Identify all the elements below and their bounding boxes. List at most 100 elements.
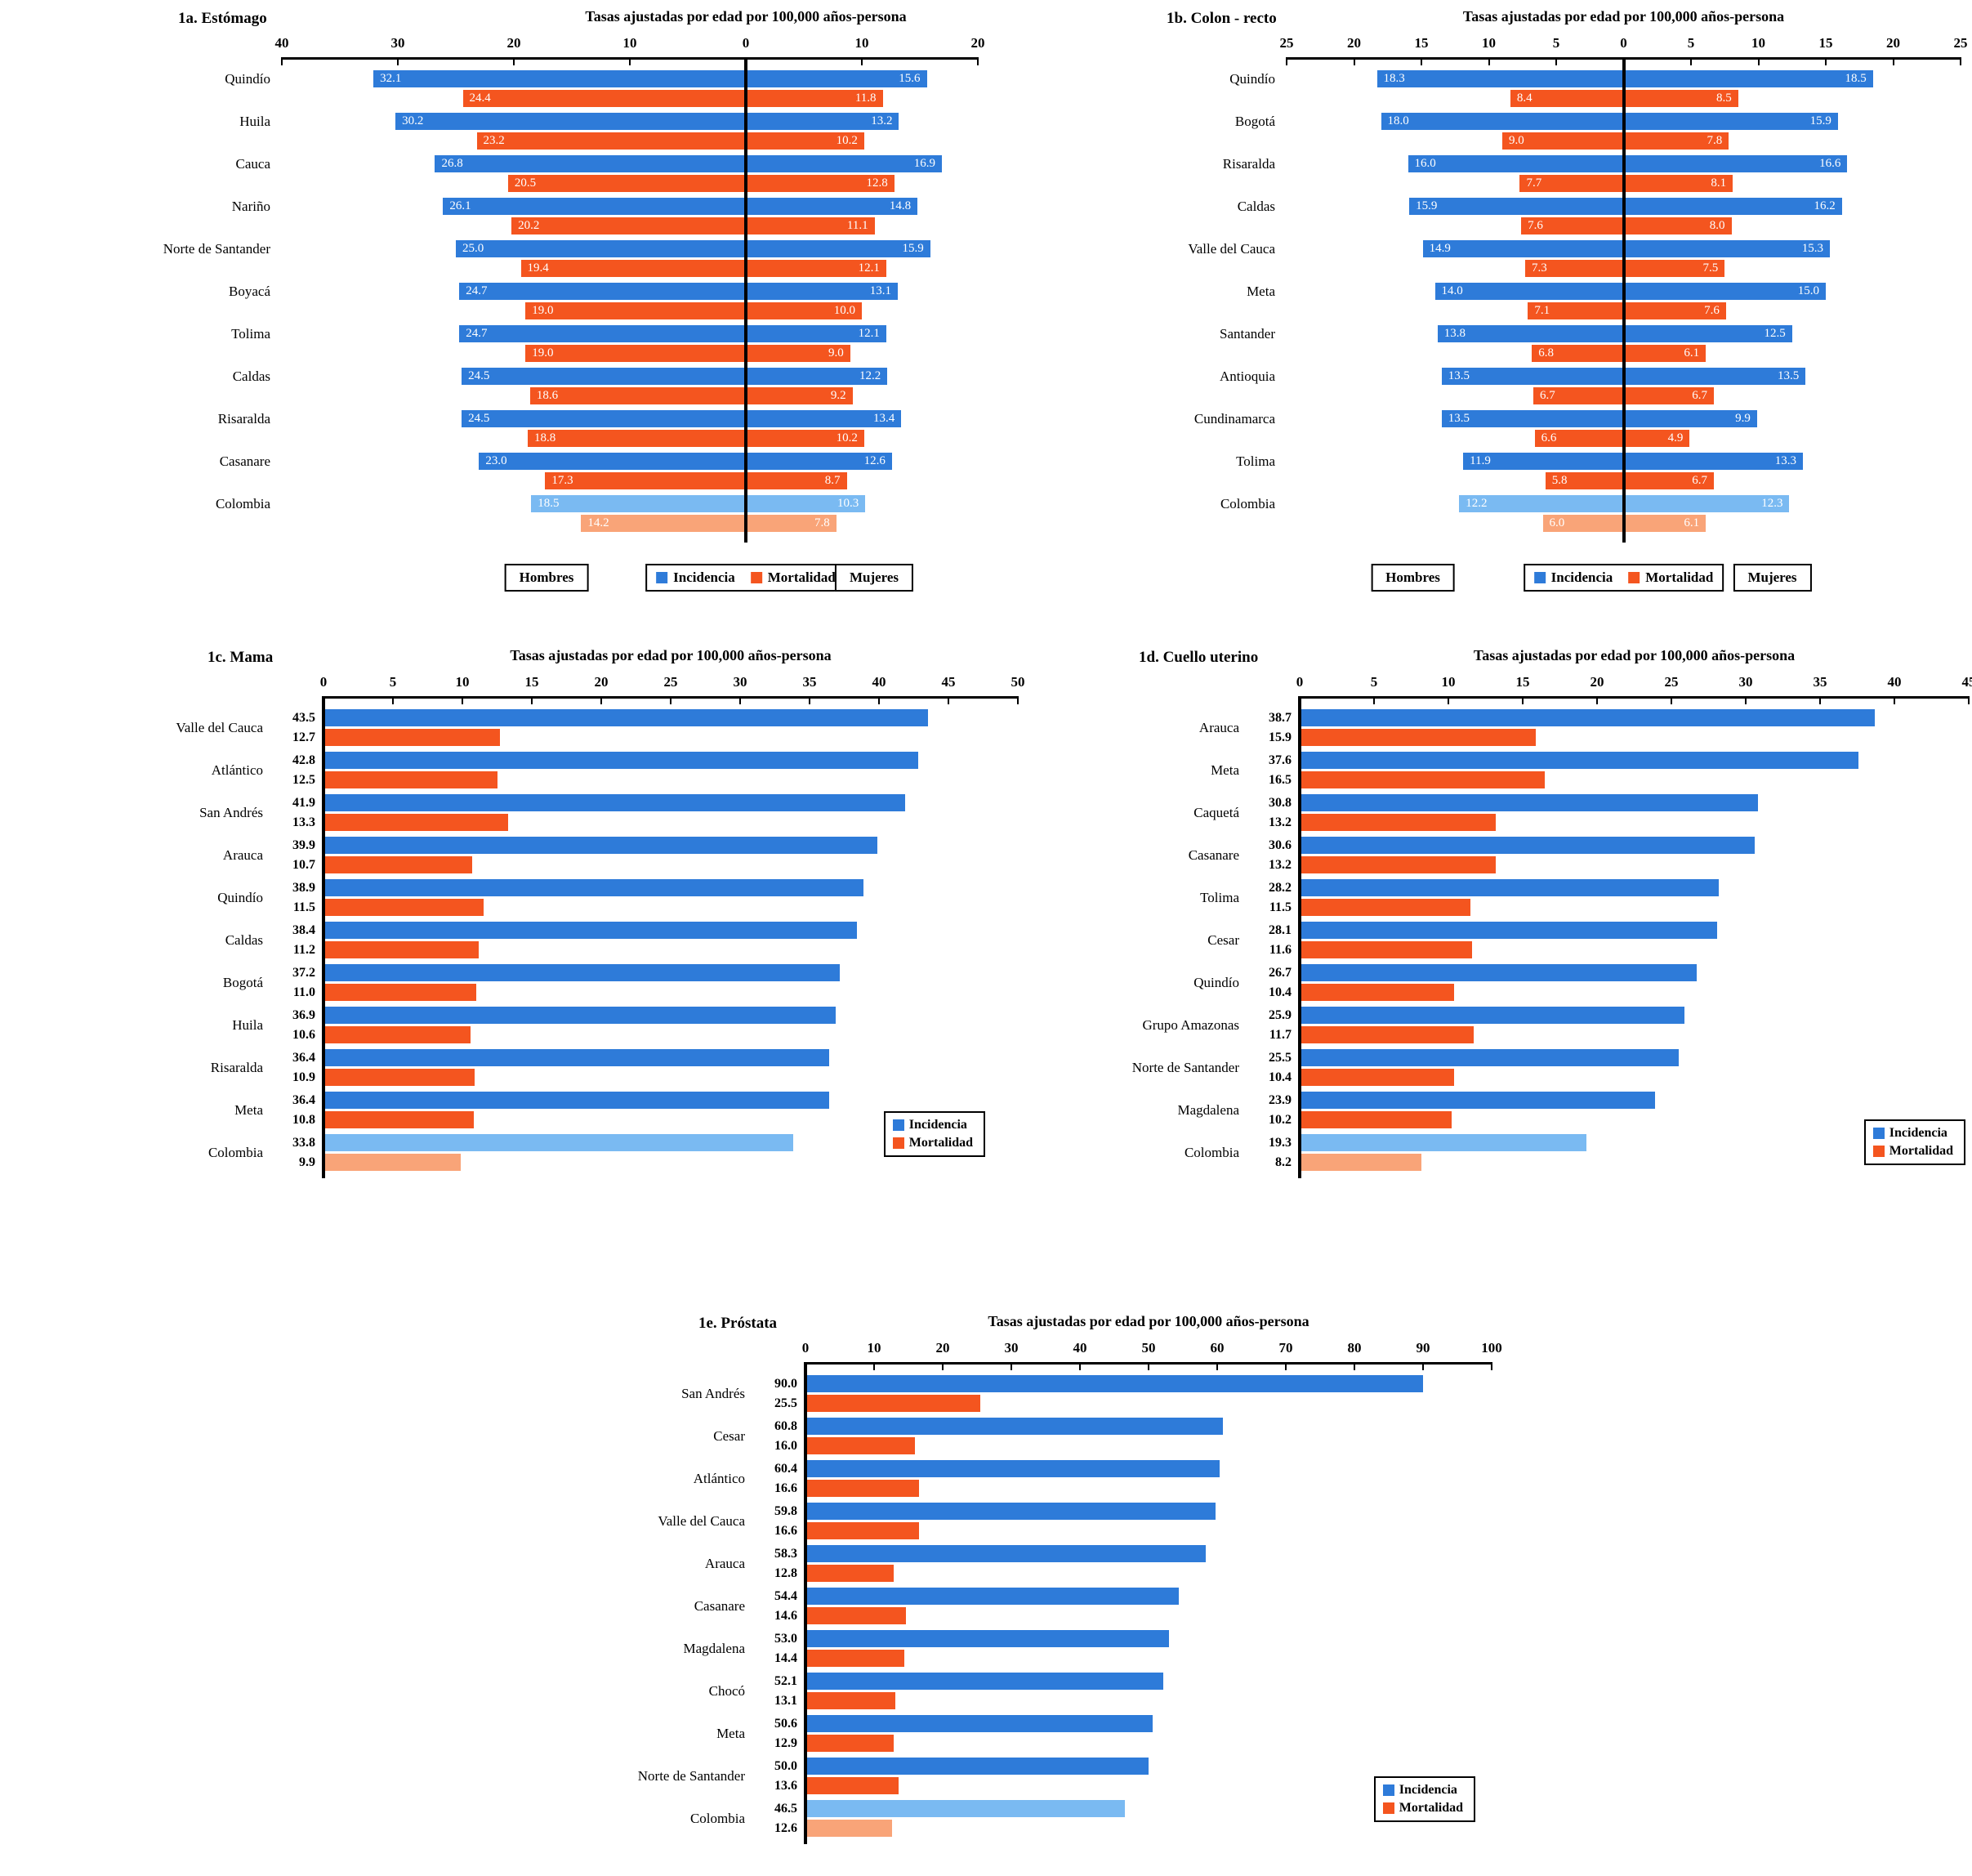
region-label: Tolima (231, 326, 270, 342)
mortality-value: 11.0 (292, 985, 315, 999)
legend-incidencia: Incidencia (1382, 1784, 1463, 1797)
mortality-bar-left (476, 132, 746, 150)
incidencia-swatch (656, 572, 668, 583)
mortality-value: 10.7 (292, 858, 315, 872)
incidence-value: 54.4 (774, 1589, 797, 1603)
axis-tick (948, 696, 949, 704)
bar-value: 7.8 (1707, 134, 1723, 147)
mortality-bar (1300, 856, 1497, 873)
legend-mortalidad: Mortalidad (892, 1136, 973, 1150)
mortality-bar (323, 899, 484, 916)
incidence-bar (1300, 837, 1755, 854)
incidence-value: 30.6 (1269, 838, 1292, 852)
mortality-value: 13.2 (1269, 858, 1292, 872)
region-label: Bogotá (1234, 114, 1275, 129)
bar-value: 6.7 (1539, 389, 1555, 402)
bar-value: 16.2 (1814, 199, 1836, 212)
tick-label: 20 (594, 674, 609, 690)
axis-tick (670, 696, 671, 704)
region-label: Risaralda (1222, 156, 1275, 172)
region-label: Colombia (1220, 496, 1275, 511)
mortality-value: 12.5 (292, 773, 315, 787)
incidence-bar (805, 1673, 1163, 1690)
mortality-bar-left (525, 345, 746, 362)
mortality-value: 13.1 (774, 1694, 797, 1708)
region-label: Colombia (215, 496, 270, 511)
axis-title: Tasas ajustadas por edad por 100,000 año… (585, 8, 907, 25)
bar-value: 15.9 (1416, 199, 1438, 212)
mortality-value: 13.3 (292, 815, 315, 829)
bar-value: 18.5 (538, 497, 560, 510)
bar-value: 10.0 (833, 304, 855, 317)
bar-value: 7.8 (814, 516, 830, 529)
axis-tick (462, 696, 463, 704)
incidence-bar-right (1623, 283, 1826, 300)
mortality-bar (805, 1522, 920, 1539)
incidence-bar-right (746, 495, 866, 512)
legend-mortalidad-label: Mortalidad (908, 1136, 973, 1150)
mortality-value: 10.4 (1269, 1070, 1292, 1084)
mortality-bar (1300, 729, 1537, 746)
axis-tick (1079, 1362, 1081, 1370)
axis-tick (1555, 57, 1557, 65)
incidence-value: 59.8 (774, 1504, 797, 1518)
bar-value: 7.7 (1526, 176, 1542, 190)
mortality-bar (1300, 1154, 1422, 1171)
mortality-bar (1300, 984, 1455, 1001)
tick-label: 10 (1482, 35, 1496, 51)
bar-value: 12.5 (1764, 327, 1786, 340)
bar-value: 8.4 (1516, 92, 1533, 105)
tick-label: 25 (663, 674, 678, 690)
axis-tick (1373, 696, 1375, 704)
tick-label: 30 (733, 674, 747, 690)
bar-value: 19.4 (527, 261, 549, 275)
mortality-bar (1300, 771, 1546, 788)
legend-series: Incidencia Mortalidad (1523, 564, 1724, 592)
region-label: Cauca (235, 156, 270, 172)
tick-label: 30 (390, 35, 405, 51)
plot-area: 0 10 20 30 40 50 60 70 80 90 100 90.0 25.5 San Andrés… (609, 1339, 1502, 1847)
bar-value: 13.1 (869, 284, 892, 297)
mortality-bar-left (528, 430, 746, 447)
mortality-bar-left (525, 302, 746, 319)
legend-mujeres: Mujeres (1733, 564, 1812, 592)
mortality-value: 8.2 (1275, 1155, 1292, 1169)
incidence-bar (323, 794, 906, 811)
bar-value: 11.9 (1470, 454, 1491, 467)
incidence-bar (805, 1503, 1216, 1520)
mortality-value: 10.4 (1269, 985, 1292, 999)
region-label: San Andrés (681, 1386, 745, 1401)
region-label: Meta (1211, 762, 1239, 778)
axis-tick (1596, 696, 1598, 704)
tick-label: 15 (1818, 35, 1833, 51)
plot-area: 40 30 20 10 0 10 20 32.1 15.6 24.4 11.8 Quindío 30.2… (106, 34, 988, 607)
incidence-bar-left (1422, 240, 1624, 257)
mortality-value: 14.6 (774, 1609, 797, 1623)
mortality-bar (1300, 1026, 1474, 1043)
incidence-bar-left (1381, 113, 1624, 130)
chart-title: 1b. Colon - recto (1167, 10, 1277, 27)
region-label: Valle del Cauca (1188, 241, 1275, 257)
region-label: Cesar (1207, 932, 1239, 948)
incidence-value: 25.5 (1269, 1051, 1292, 1065)
bar-value: 8.1 (1711, 176, 1727, 190)
mortality-bar-right (746, 515, 837, 532)
incidence-bar (323, 1007, 837, 1024)
incidence-bar-right (1623, 453, 1803, 470)
mortality-bar-left (1534, 430, 1624, 447)
incidence-value: 30.8 (1269, 796, 1292, 810)
region-label: San Andrés (199, 805, 263, 820)
bar-value: 10.2 (836, 134, 858, 147)
chart-mama: 1c. Mama Tasas ajustadas por edad por 10… (147, 645, 1025, 1181)
tick-label: 0 (742, 35, 750, 51)
tick-label: 90 (1416, 1340, 1430, 1356)
chart-colon-recto: 1b. Colon - recto Tasas ajustadas por ed… (1135, 7, 1969, 607)
tick-label: 40 (872, 674, 886, 690)
incidence-bar (1300, 1007, 1685, 1024)
region-label: Colombia (1184, 1145, 1239, 1160)
mortality-bar-left (1519, 175, 1624, 192)
mortality-bar (1300, 814, 1497, 831)
bar-value: 30.2 (402, 114, 424, 127)
axis-tick (1422, 1362, 1424, 1370)
incidence-bar-right (1623, 113, 1838, 130)
